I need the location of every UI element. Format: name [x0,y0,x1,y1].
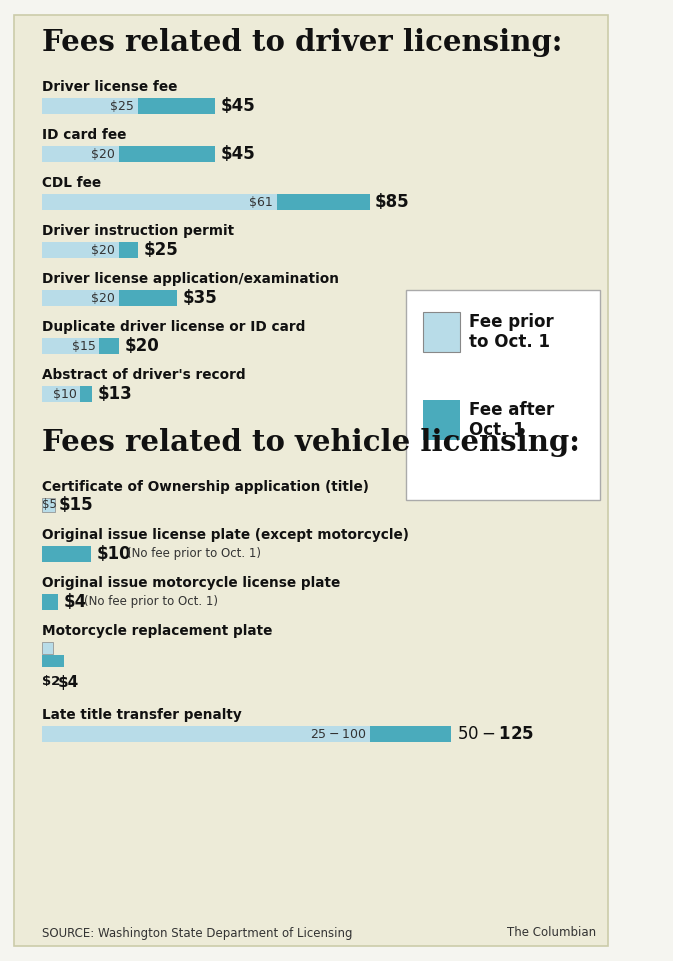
FancyBboxPatch shape [42,338,100,354]
FancyBboxPatch shape [42,98,215,114]
Text: $85: $85 [375,193,410,211]
Text: $13: $13 [98,385,132,403]
Text: $20: $20 [125,337,159,355]
Text: $25: $25 [110,100,135,112]
FancyBboxPatch shape [42,338,118,354]
Text: $45: $45 [221,97,256,115]
Text: Fee prior
to Oct. 1: Fee prior to Oct. 1 [469,312,554,352]
Text: Late title transfer penalty: Late title transfer penalty [42,708,242,722]
FancyBboxPatch shape [42,726,452,742]
Text: $4: $4 [64,593,87,611]
FancyBboxPatch shape [42,386,92,402]
Text: (No fee prior to Oct. 1): (No fee prior to Oct. 1) [84,596,218,608]
Text: $2: $2 [42,675,60,688]
Text: $50 - $125: $50 - $125 [457,725,534,743]
Text: $10: $10 [97,545,132,563]
Text: The Columbian: The Columbian [507,926,596,940]
Text: Motorcycle replacement plate: Motorcycle replacement plate [42,624,272,638]
FancyBboxPatch shape [406,290,600,500]
FancyBboxPatch shape [423,312,460,352]
FancyBboxPatch shape [42,642,52,654]
Text: Original issue motorcycle license plate: Original issue motorcycle license plate [42,576,340,590]
Text: Abstract of driver's record: Abstract of driver's record [42,368,245,382]
Text: $25: $25 [143,241,178,259]
FancyBboxPatch shape [42,726,369,742]
Text: $5: $5 [42,499,57,511]
FancyBboxPatch shape [14,15,608,946]
Text: $15: $15 [72,339,96,353]
FancyBboxPatch shape [42,194,369,210]
Text: $4: $4 [57,675,79,690]
Text: $10: $10 [52,387,77,401]
FancyBboxPatch shape [42,194,277,210]
FancyBboxPatch shape [42,98,138,114]
FancyBboxPatch shape [42,546,92,562]
FancyBboxPatch shape [42,146,215,162]
Text: $20: $20 [91,243,115,257]
FancyBboxPatch shape [42,386,80,402]
Text: Fees related to vehicle licensing:: Fees related to vehicle licensing: [42,428,579,457]
FancyBboxPatch shape [42,594,58,610]
Text: $45: $45 [221,145,256,163]
Text: Fees related to driver licensing:: Fees related to driver licensing: [42,28,562,57]
Text: (No fee prior to Oct. 1): (No fee prior to Oct. 1) [127,548,260,560]
FancyBboxPatch shape [42,290,118,306]
FancyBboxPatch shape [42,242,138,258]
Text: $35: $35 [182,289,217,307]
Text: $15: $15 [59,496,94,514]
Text: SOURCE: Washington State Department of Licensing: SOURCE: Washington State Department of L… [42,926,352,940]
Text: Driver license application/examination: Driver license application/examination [42,272,339,286]
FancyBboxPatch shape [42,290,176,306]
Text: CDL fee: CDL fee [42,176,101,190]
FancyBboxPatch shape [42,498,55,512]
FancyBboxPatch shape [423,400,460,440]
Text: Certificate of Ownership application (title): Certificate of Ownership application (ti… [42,480,368,494]
Text: Driver license fee: Driver license fee [42,80,177,94]
Text: $61: $61 [250,195,273,209]
Text: Fee after
Oct. 1: Fee after Oct. 1 [469,401,555,439]
Text: Original issue license plate (except motorcycle): Original issue license plate (except mot… [42,528,409,542]
Text: Driver instruction permit: Driver instruction permit [42,224,234,238]
FancyBboxPatch shape [42,655,64,667]
FancyBboxPatch shape [42,146,118,162]
Text: Duplicate driver license or ID card: Duplicate driver license or ID card [42,320,305,334]
FancyBboxPatch shape [42,242,118,258]
Text: $25 - $100: $25 - $100 [310,727,366,741]
Text: $20: $20 [91,147,115,160]
Text: $20: $20 [91,291,115,305]
Text: ID card fee: ID card fee [42,128,126,142]
